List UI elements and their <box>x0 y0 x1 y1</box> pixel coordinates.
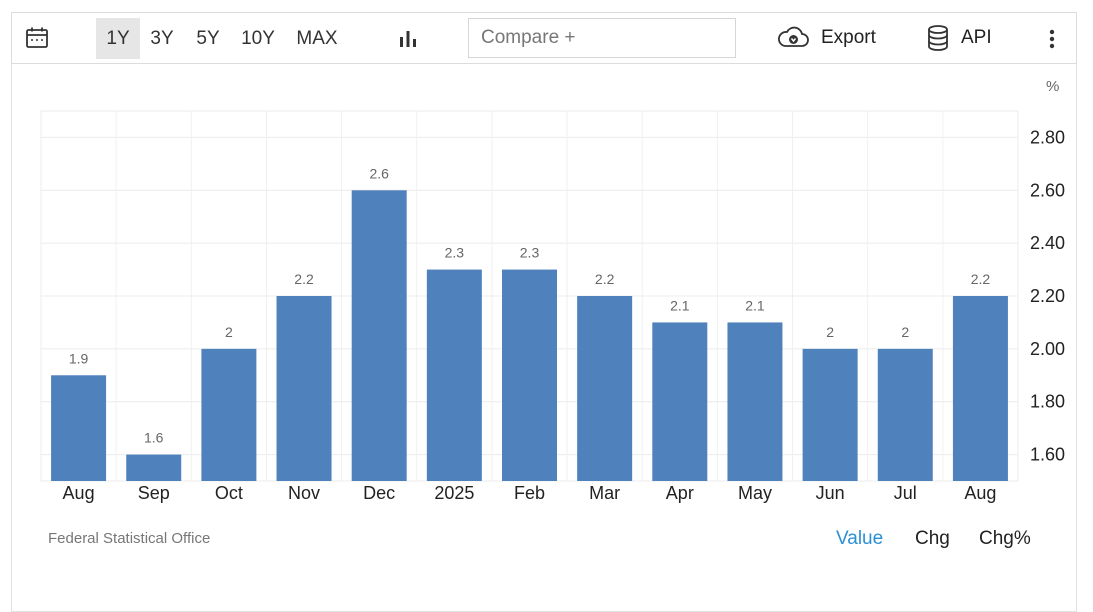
y-tick-label: 1.80 <box>1030 392 1065 412</box>
bar-chart: 1.60 1.80 2.00 2.20 2.40 2.60 2.80 1.9 Aug 1.6 Sep… <box>40 110 1065 503</box>
more-vertical-icon[interactable] <box>1042 27 1062 51</box>
x-tick-label: Aug <box>964 483 996 503</box>
range-10y[interactable]: 10Y <box>241 28 275 49</box>
y-tick-label: 2.80 <box>1030 127 1065 147</box>
range-5y[interactable]: 5Y <box>196 28 220 49</box>
tab-chg[interactable]: Chg <box>915 528 950 549</box>
x-tick-label: Jul <box>894 483 917 503</box>
bar <box>426 269 482 481</box>
y-tick-label: 2.60 <box>1030 180 1065 200</box>
data-label: 2.3 <box>445 245 465 261</box>
x-tick-label: May <box>738 483 772 503</box>
x-tick-label: Apr <box>666 483 694 503</box>
x-tick-label: Mar <box>589 483 620 503</box>
data-label: 2.6 <box>369 165 389 181</box>
data-label: 1.9 <box>69 350 89 366</box>
calendar-icon[interactable] <box>24 25 50 51</box>
x-tick-label: Oct <box>215 483 243 503</box>
x-tick-label: Dec <box>363 483 395 503</box>
data-label: 2 <box>225 324 233 340</box>
range-3y[interactable]: 3Y <box>150 28 174 49</box>
y-tick-label: 2.00 <box>1030 339 1065 359</box>
compare-input[interactable] <box>468 18 736 58</box>
api-button[interactable]: API <box>961 27 992 48</box>
range-max[interactable]: MAX <box>296 28 338 49</box>
x-tick-label: Sep <box>138 483 170 503</box>
bar <box>351 190 407 482</box>
y-tick-label: 2.40 <box>1030 233 1065 253</box>
bar <box>276 296 332 481</box>
data-label: 2.2 <box>294 271 314 287</box>
chart-toolbar: 1Y 3Y 5Y 10Y MAX Export API <box>11 12 1077 64</box>
tab-chg-percent[interactable]: Chg% <box>979 528 1031 549</box>
cloud-download-icon[interactable] <box>776 25 810 51</box>
y-tick-label: 2.20 <box>1030 286 1065 306</box>
x-tick-label: Aug <box>63 483 95 503</box>
bar <box>802 348 858 481</box>
x-tick-label: 2025 <box>434 483 474 503</box>
data-label: 2.1 <box>745 297 765 313</box>
data-label: 2.2 <box>595 271 615 287</box>
source-label: Federal Statistical Office <box>48 530 211 547</box>
bar <box>126 454 182 481</box>
database-icon[interactable] <box>926 24 950 52</box>
x-tick-label: Feb <box>514 483 545 503</box>
bar <box>201 348 257 481</box>
bar <box>577 296 633 481</box>
data-label: 2.1 <box>670 297 690 313</box>
bar <box>51 375 107 481</box>
bar <box>502 269 557 481</box>
data-label: 2.3 <box>520 245 540 261</box>
tab-value[interactable]: Value <box>836 528 884 549</box>
data-label: 1.6 <box>144 430 164 446</box>
bar <box>652 322 708 481</box>
unit-label: % <box>1046 78 1060 95</box>
data-label: 2 <box>901 324 909 340</box>
data-label: 2 <box>826 324 834 340</box>
x-tick-label: Nov <box>288 483 320 503</box>
bar-chart-icon[interactable] <box>396 27 420 51</box>
range-1y[interactable]: 1Y <box>96 18 140 59</box>
bar <box>952 296 1008 481</box>
export-button[interactable]: Export <box>821 27 876 48</box>
data-label: 2.2 <box>971 271 991 287</box>
bar <box>877 348 933 481</box>
bar <box>727 322 783 481</box>
y-tick-label: 1.60 <box>1030 445 1065 465</box>
x-tick-label: Jun <box>816 483 845 503</box>
